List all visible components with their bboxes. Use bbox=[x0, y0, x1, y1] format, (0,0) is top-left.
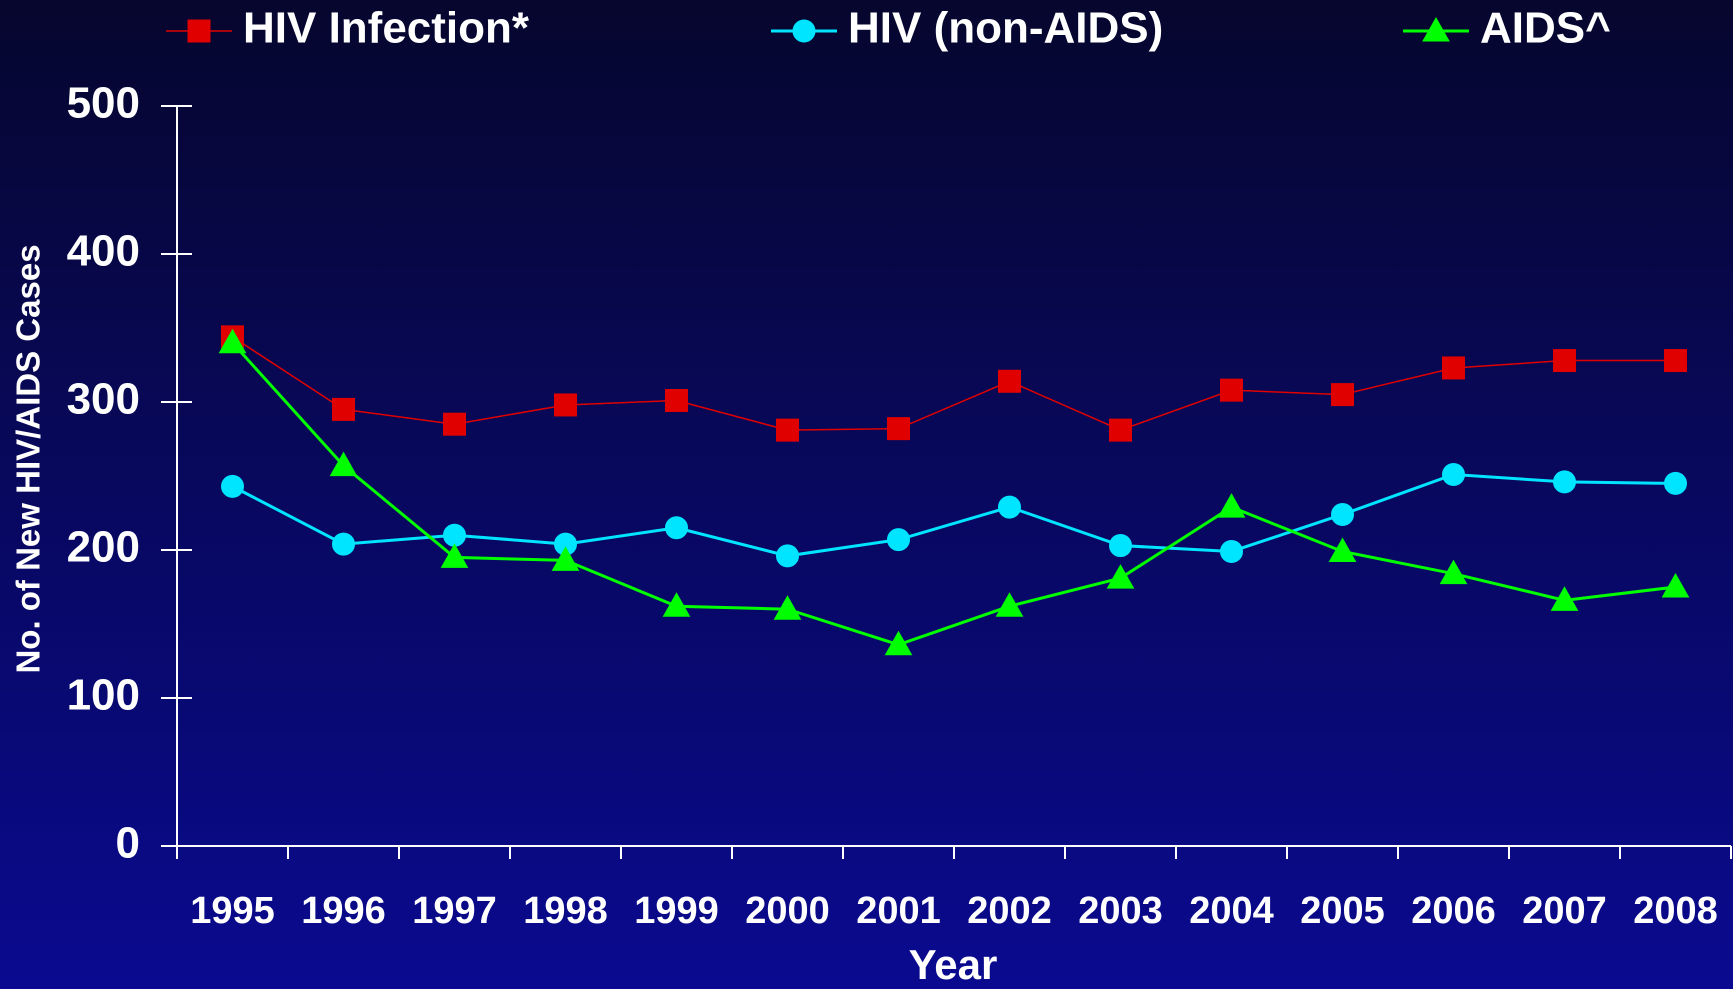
x-tick-label: 2002 bbox=[967, 890, 1052, 932]
y-tick-label: 0 bbox=[116, 819, 140, 868]
x-tick-label: 1998 bbox=[523, 890, 608, 932]
y-tick-label: 400 bbox=[67, 227, 140, 276]
data-point bbox=[776, 418, 799, 442]
x-tick-label: 2003 bbox=[1078, 890, 1163, 932]
data-point bbox=[665, 389, 688, 413]
data-point bbox=[998, 495, 1021, 519]
data-point bbox=[884, 630, 913, 656]
data-point bbox=[440, 543, 469, 568]
data-point bbox=[1328, 537, 1357, 562]
data-point bbox=[1331, 502, 1354, 526]
y-tick-label: 500 bbox=[67, 79, 140, 128]
data-point bbox=[1553, 470, 1576, 494]
data-point bbox=[1109, 534, 1132, 558]
data-point bbox=[443, 523, 466, 547]
x-tick-label: 2007 bbox=[1522, 890, 1607, 932]
data-point bbox=[218, 328, 247, 354]
legend-marker bbox=[187, 19, 211, 43]
data-point bbox=[1217, 493, 1246, 518]
x-tick-label: 2004 bbox=[1189, 890, 1274, 932]
data-point bbox=[1220, 378, 1243, 402]
data-point bbox=[887, 528, 910, 552]
data-point bbox=[551, 546, 580, 571]
data-point bbox=[887, 417, 910, 441]
y-tick-label: 100 bbox=[67, 671, 140, 720]
data-point bbox=[1553, 349, 1576, 373]
legend-marker bbox=[1422, 16, 1450, 42]
data-point bbox=[554, 393, 577, 417]
legend-label: AIDS^ bbox=[1480, 4, 1611, 53]
legend-label: HIV (non-AIDS) bbox=[848, 4, 1163, 53]
data-point bbox=[221, 474, 244, 498]
data-point bbox=[1220, 539, 1243, 563]
data-point bbox=[1442, 463, 1465, 487]
x-axis-label: Year bbox=[909, 941, 998, 988]
x-tick-label: 1996 bbox=[301, 890, 386, 932]
data-point bbox=[776, 544, 799, 568]
data-point bbox=[443, 412, 466, 436]
data-point bbox=[1331, 383, 1354, 407]
y-tick-label: 300 bbox=[67, 375, 140, 424]
data-point bbox=[1664, 471, 1687, 495]
x-tick-label: 1999 bbox=[634, 890, 719, 932]
data-point bbox=[662, 592, 691, 617]
series-line bbox=[231, 473, 1676, 558]
data-point bbox=[332, 532, 355, 556]
data-point bbox=[332, 397, 355, 421]
data-point bbox=[1664, 349, 1687, 373]
x-tick-label: 2006 bbox=[1411, 890, 1496, 932]
data-point bbox=[1661, 572, 1690, 598]
x-tick-label: 2001 bbox=[856, 890, 941, 932]
data-point bbox=[665, 516, 688, 540]
data-point bbox=[1442, 356, 1465, 380]
x-tick-label: 2000 bbox=[745, 890, 830, 932]
x-tick-label: 2008 bbox=[1633, 890, 1718, 932]
data-point bbox=[329, 451, 358, 477]
data-point bbox=[995, 592, 1024, 617]
data-point bbox=[1439, 559, 1468, 585]
x-tick-label: 2005 bbox=[1300, 890, 1385, 932]
y-tick-label: 200 bbox=[67, 523, 140, 572]
data-point bbox=[1106, 564, 1135, 589]
data-point bbox=[773, 595, 802, 620]
legend-marker bbox=[792, 19, 816, 43]
x-tick-label: 1995 bbox=[190, 890, 275, 932]
series-line bbox=[232, 336, 1676, 431]
series-line bbox=[231, 341, 1676, 647]
legend-label: HIV Infection* bbox=[243, 4, 530, 53]
x-tick-label: 1997 bbox=[412, 890, 497, 932]
data-point bbox=[998, 369, 1021, 393]
data-point bbox=[1109, 418, 1132, 442]
data-point bbox=[1550, 586, 1579, 611]
y-axis-label: No. of New HIV/AIDS Cases bbox=[10, 244, 47, 673]
